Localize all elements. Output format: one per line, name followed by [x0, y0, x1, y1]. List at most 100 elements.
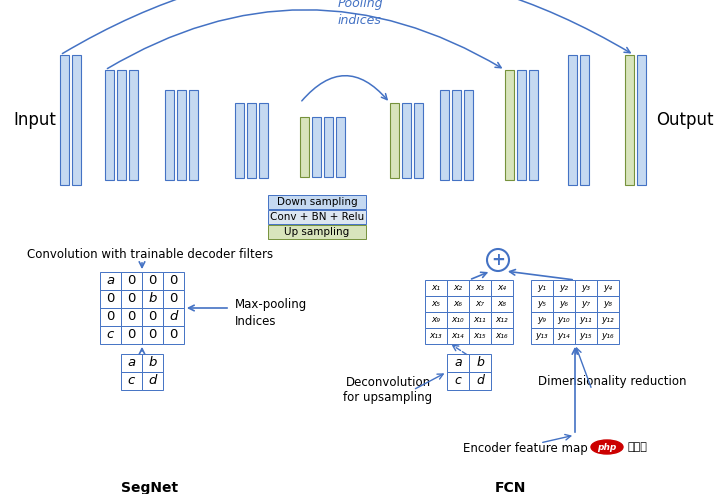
Ellipse shape [591, 440, 623, 454]
Text: x₆: x₆ [454, 299, 462, 308]
Text: d: d [169, 311, 178, 324]
Bar [597, 296, 619, 312]
Bar [517, 70, 526, 180]
Text: y₁₅: y₁₅ [580, 331, 593, 340]
Bar [491, 296, 513, 312]
Text: x₇: x₇ [475, 299, 485, 308]
Text: x₁₅: x₁₅ [474, 331, 486, 340]
Text: 0: 0 [127, 292, 135, 305]
Bar [402, 103, 411, 178]
Text: Convolution with trainable decoder filters: Convolution with trainable decoder filte… [27, 248, 273, 261]
Bar [142, 354, 163, 372]
Text: y₂: y₂ [559, 284, 569, 292]
Bar [447, 296, 469, 312]
Bar [324, 117, 333, 177]
Bar [414, 103, 423, 178]
Text: Output: Output [656, 111, 714, 129]
Text: y₇: y₇ [582, 299, 590, 308]
Bar [469, 312, 491, 328]
Bar [553, 296, 575, 312]
Text: x₅: x₅ [431, 299, 441, 308]
Bar [142, 308, 163, 326]
Text: y₅: y₅ [538, 299, 546, 308]
Bar [105, 70, 114, 180]
Text: b: b [148, 357, 157, 370]
Text: SegNet: SegNet [122, 481, 179, 494]
Bar [440, 90, 449, 180]
Bar [425, 296, 447, 312]
Text: y₁₆: y₁₆ [602, 331, 614, 340]
Text: 0: 0 [148, 329, 157, 341]
Bar [447, 328, 469, 344]
Text: 0: 0 [169, 275, 178, 288]
Bar [235, 103, 244, 178]
Text: x₁₆: x₁₆ [495, 331, 508, 340]
Text: c: c [128, 374, 135, 387]
Text: b: b [148, 292, 157, 305]
Text: 0: 0 [127, 311, 135, 324]
Bar [142, 372, 163, 390]
Bar [625, 55, 634, 185]
Bar [597, 328, 619, 344]
Text: Input: Input [14, 111, 56, 129]
Bar [597, 312, 619, 328]
Text: a: a [107, 275, 114, 288]
Bar [100, 326, 121, 344]
Bar [425, 312, 447, 328]
Text: x₁₀: x₁₀ [451, 316, 464, 325]
Bar [425, 280, 447, 296]
Bar [259, 103, 268, 178]
Text: y₉: y₉ [538, 316, 546, 325]
Text: y₈: y₈ [603, 299, 613, 308]
Text: x₁₄: x₁₄ [451, 331, 464, 340]
Bar [568, 55, 577, 185]
Text: +: + [491, 251, 505, 269]
Bar [312, 117, 321, 177]
Bar [163, 272, 184, 290]
Text: Conv + BN + Relu: Conv + BN + Relu [270, 212, 364, 222]
Text: d: d [476, 374, 484, 387]
Bar [575, 312, 597, 328]
Text: 0: 0 [169, 329, 178, 341]
Bar [163, 308, 184, 326]
Bar [469, 328, 491, 344]
Text: Deconvolution
for upsampling: Deconvolution for upsampling [343, 375, 433, 405]
Bar [452, 90, 461, 180]
Text: c: c [454, 374, 462, 387]
Bar [60, 55, 69, 185]
Text: 0: 0 [148, 275, 157, 288]
Text: 中文网: 中文网 [628, 442, 648, 452]
Text: x₁₁: x₁₁ [474, 316, 486, 325]
Bar [100, 308, 121, 326]
Text: 0: 0 [148, 311, 157, 324]
Text: Pooling
indices: Pooling indices [337, 0, 383, 27]
Bar [447, 312, 469, 328]
Bar [268, 195, 366, 209]
Bar [177, 90, 186, 180]
Text: 0: 0 [127, 329, 135, 341]
Bar [72, 55, 81, 185]
Bar [336, 117, 345, 177]
Bar [268, 210, 366, 224]
Text: y₁: y₁ [538, 284, 546, 292]
Bar [142, 290, 163, 308]
Text: y₃: y₃ [582, 284, 590, 292]
Bar [100, 290, 121, 308]
Bar [163, 290, 184, 308]
Bar [580, 55, 589, 185]
Text: Dimensionality reduction: Dimensionality reduction [538, 375, 686, 388]
Bar [300, 117, 309, 177]
Text: x₈: x₈ [498, 299, 506, 308]
Bar [531, 312, 553, 328]
Text: Down sampling: Down sampling [276, 197, 357, 207]
Text: 0: 0 [169, 292, 178, 305]
Text: y₁₂: y₁₂ [602, 316, 614, 325]
Bar [121, 372, 142, 390]
Bar [464, 90, 473, 180]
Text: a: a [127, 357, 135, 370]
Bar [121, 354, 142, 372]
Bar [447, 372, 469, 390]
Text: x₂: x₂ [454, 284, 462, 292]
Text: Up sampling: Up sampling [284, 227, 350, 237]
Bar [121, 308, 142, 326]
